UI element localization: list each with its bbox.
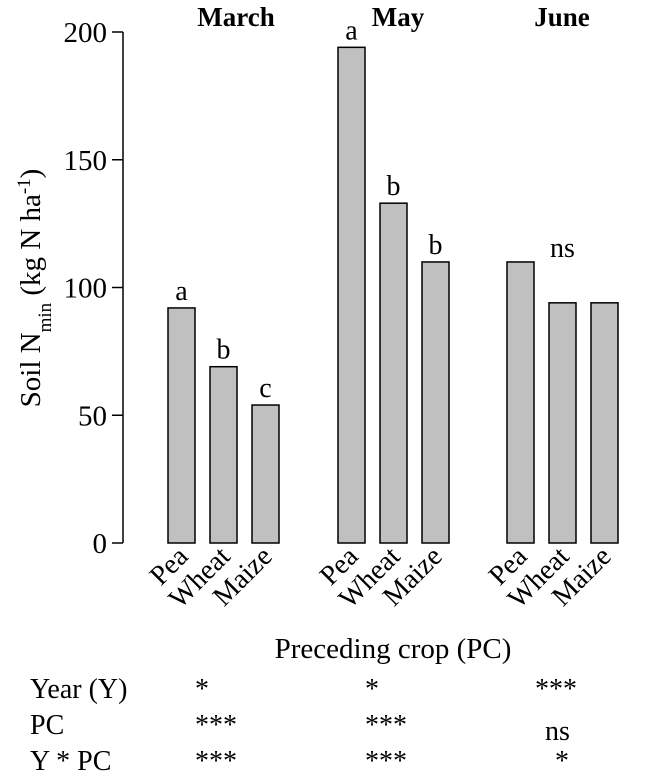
bar — [548, 302, 577, 544]
bar — [379, 202, 408, 544]
stat-label: Year (Y) — [30, 674, 128, 705]
bar — [337, 46, 366, 544]
stat-march: * — [195, 674, 209, 705]
stat-row-pc: PC *** *** ns — [0, 710, 655, 747]
stat-march: *** — [195, 746, 237, 777]
stat-row-y-pc: Y * PC *** *** * — [0, 746, 655, 782]
stat-row-year: Year (Y) * * *** — [0, 674, 655, 710]
stat-may: *** — [365, 746, 407, 777]
bar — [590, 302, 619, 544]
y-tick-label: 150 — [64, 145, 108, 177]
group-significance-label: ns — [550, 233, 575, 264]
stat-june: * — [555, 746, 569, 777]
significance-table: Year (Y) * * *** PC *** *** ns Y * PC **… — [0, 668, 655, 783]
month-title: May — [372, 2, 425, 32]
month-titles: March May June — [197, 2, 590, 32]
month-title: March — [197, 2, 274, 32]
y-tick-label: 50 — [78, 400, 107, 432]
stat-june: *** — [535, 674, 577, 705]
significance-letter: c — [259, 373, 271, 404]
significance-letter: b — [429, 230, 443, 261]
bar — [506, 261, 535, 544]
y-tick-label: 100 — [64, 273, 108, 305]
y-axis: 0 50 100 150 200 — [64, 17, 124, 560]
stat-may: * — [365, 674, 379, 705]
y-tick-label: 0 — [93, 528, 108, 560]
month-title: June — [534, 2, 590, 32]
y-tick-label: 200 — [64, 17, 108, 49]
stat-label: PC — [30, 710, 65, 741]
bar — [167, 307, 196, 544]
stat-june: ns — [545, 716, 570, 747]
stat-may: *** — [365, 710, 407, 741]
significance-letter: a — [345, 15, 358, 46]
significance-letter: a — [175, 276, 188, 307]
y-axis-label: Soil Nmin (kg N ha-1) — [14, 169, 56, 408]
stat-march: *** — [195, 710, 237, 741]
bar — [209, 365, 238, 544]
x-axis-label: Preceding crop (PC) — [275, 633, 512, 665]
bar — [421, 261, 450, 544]
bar — [251, 404, 280, 544]
significance-letter: b — [387, 171, 401, 202]
significance-letter: b — [217, 335, 231, 366]
stat-label: Y * PC — [30, 746, 112, 777]
